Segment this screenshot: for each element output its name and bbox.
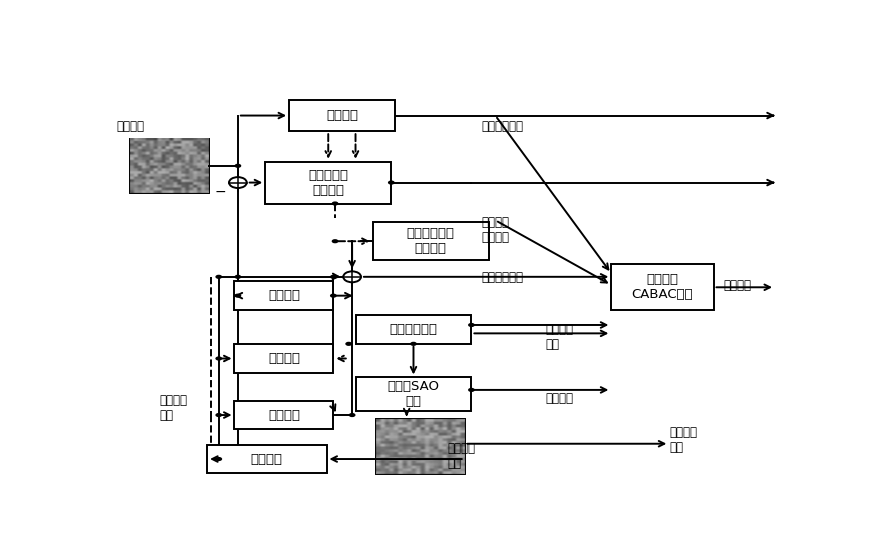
FancyBboxPatch shape [234, 344, 334, 373]
Text: 视频信号
输出: 视频信号 输出 [669, 425, 697, 454]
Circle shape [216, 356, 222, 361]
Text: 编码控制: 编码控制 [326, 109, 358, 122]
Text: 帧内预测: 帧内预测 [268, 352, 300, 365]
Text: 运动估计: 运动估计 [251, 453, 282, 466]
Circle shape [330, 275, 337, 279]
FancyBboxPatch shape [265, 162, 392, 203]
Circle shape [348, 413, 356, 417]
Text: 伸缩，反量化
与反变换: 伸缩，反量化 与反变换 [407, 227, 455, 255]
Text: 运动补偿: 运动补偿 [268, 409, 300, 422]
Circle shape [468, 323, 475, 327]
Circle shape [234, 164, 241, 168]
Circle shape [330, 294, 337, 298]
Text: −: − [215, 185, 227, 199]
Circle shape [345, 342, 352, 346]
Circle shape [229, 177, 246, 188]
Circle shape [234, 275, 241, 279]
Circle shape [216, 275, 222, 279]
FancyBboxPatch shape [207, 446, 326, 473]
FancyBboxPatch shape [376, 419, 465, 474]
Circle shape [234, 294, 241, 298]
Text: 变换，伸缩
以及量化: 变换，伸缩 以及量化 [308, 169, 348, 196]
Circle shape [410, 342, 417, 346]
Circle shape [343, 271, 361, 282]
Circle shape [332, 201, 339, 206]
FancyBboxPatch shape [356, 314, 472, 344]
FancyBboxPatch shape [372, 222, 488, 260]
FancyBboxPatch shape [356, 378, 472, 411]
FancyBboxPatch shape [234, 281, 334, 310]
Text: 帧内估计: 帧内估计 [268, 289, 300, 302]
Text: 编码控制数据: 编码控制数据 [481, 120, 524, 133]
Circle shape [468, 388, 475, 392]
Text: 滤波控制
数据: 滤波控制 数据 [545, 323, 573, 351]
Text: 解码图像
缓冲: 解码图像 缓冲 [448, 442, 475, 470]
FancyBboxPatch shape [130, 139, 209, 193]
Text: 去块及SAO
滤波: 去块及SAO 滤波 [387, 380, 439, 408]
FancyBboxPatch shape [234, 401, 334, 429]
Text: 头文件及
CABAC编码: 头文件及 CABAC编码 [632, 273, 693, 301]
Circle shape [388, 181, 395, 184]
Text: 输入视频: 输入视频 [117, 120, 145, 133]
Text: 帧内帧间
选择: 帧内帧间 选择 [159, 394, 187, 422]
Circle shape [216, 457, 222, 461]
Text: 帧内预测数据: 帧内预测数据 [481, 270, 524, 283]
Text: 滤波控制分析: 滤波控制分析 [390, 323, 437, 336]
FancyBboxPatch shape [612, 264, 714, 310]
Circle shape [332, 239, 339, 243]
Circle shape [216, 413, 222, 417]
FancyBboxPatch shape [289, 100, 395, 131]
Text: 编码码流: 编码码流 [723, 279, 752, 292]
Text: 运动数据: 运动数据 [545, 392, 573, 405]
Text: 量化后的
变换系数: 量化后的 变换系数 [481, 216, 510, 244]
